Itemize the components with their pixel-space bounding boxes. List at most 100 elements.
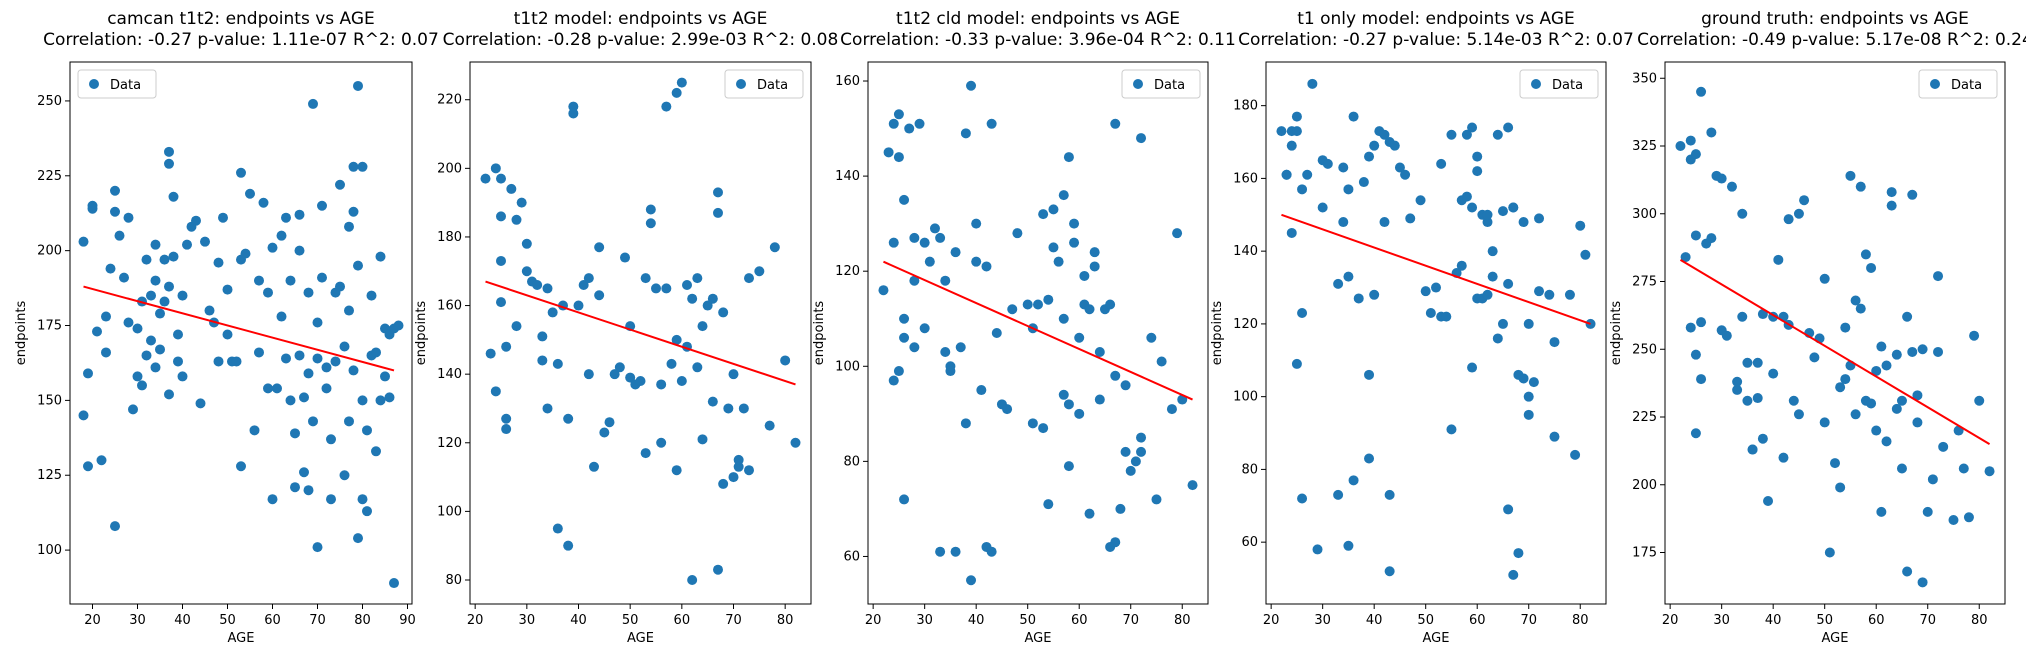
data-point [1969,330,1980,341]
data-point [1690,428,1701,439]
y-tick-label: 160 [835,74,860,89]
data-point [1012,228,1023,239]
data-point [640,448,651,459]
data-point [1358,177,1369,188]
data-point [754,266,765,277]
data-point [254,275,264,286]
data-point [177,371,188,382]
data-point [78,236,89,247]
data-points [1675,86,1995,588]
data-point [986,546,997,557]
data-point [1317,202,1328,213]
data-point [899,332,910,343]
data-point [899,194,910,205]
data-point [380,371,390,382]
x-tick-label: 50 [622,613,639,628]
legend: Data [724,69,804,99]
y-tick-label: 350 [1632,71,1657,86]
y-tick-label: 200 [37,244,62,259]
data-point [899,313,910,324]
data-point [1038,423,1049,434]
data-point [321,383,332,394]
data-point [542,283,553,294]
data-point [1074,332,1085,343]
data-point [563,540,574,551]
data-point [909,275,920,286]
y-tick-label: 100 [37,543,62,558]
data-point [357,395,368,406]
data-point [353,533,363,544]
y-tick-label: 180 [1233,99,1258,114]
data-point [950,247,961,258]
data-point [790,437,801,448]
data-point [1369,289,1380,300]
data-point [976,385,987,396]
legend: Data [1918,69,1998,99]
y-tick-label: 140 [835,169,860,184]
data-point [1503,278,1514,289]
x-tick-label: 60 [674,613,691,628]
data-point [236,167,246,178]
data-point [1063,152,1074,163]
data-point [1482,209,1493,220]
data-point [1503,504,1514,515]
data-point [132,323,143,334]
data-point [1835,482,1846,493]
data-point [1958,463,1969,474]
data-point [1281,169,1292,180]
data-point [357,161,368,172]
data-point [883,147,894,158]
data-point [308,416,318,427]
data-point [692,362,703,373]
data-point [1871,425,1882,436]
data-point [276,311,287,322]
data-point [276,230,287,241]
data-point [614,362,625,373]
data-point [1523,391,1534,402]
data-point [496,211,506,222]
y-tick-label: 125 [37,468,62,483]
data-point [110,185,120,196]
data-point [521,266,532,277]
y-tick-label: 180 [437,230,462,245]
data-point [501,341,512,352]
x-tick-label: 50 [219,613,236,628]
data-point [213,356,224,367]
data-point [904,123,915,134]
data-point [1840,322,1851,333]
data-point [150,275,161,286]
subplot-subtitle: Correlation: -0.33 p-value: 3.96e-04 R^2… [840,30,1236,50]
data-point [222,284,233,295]
data-point [1575,220,1586,231]
data-point [1840,374,1851,385]
data-point [635,376,646,387]
data-point [303,287,314,298]
data-point [1058,313,1069,324]
subplot-subtitle: Correlation: -0.28 p-value: 2.99e-03 R^2… [443,30,839,50]
data-point [955,342,966,353]
data-point [1881,360,1892,371]
data-point [1690,349,1701,360]
data-points [878,80,1198,586]
y-tick-label: 60 [1241,535,1258,550]
legend: Data [1121,69,1201,99]
data-point [101,347,111,358]
data-point [1482,289,1493,300]
data-point [1850,409,1861,420]
data-point [294,350,305,361]
data-point [1048,242,1059,253]
data-point [888,237,899,248]
data-point [168,191,179,202]
data-point [123,212,134,223]
data-point [1737,208,1748,219]
subplot-title: t1t2 cld model: endpoints vs AGE [896,9,1180,29]
y-tick-label: 150 [37,393,62,408]
data-point [141,254,152,265]
data-point [909,232,920,243]
data-point [155,344,165,355]
data-point [1364,151,1375,162]
x-tick-label: 40 [570,613,587,628]
y-tick-label: 80 [1241,462,1258,477]
plot-frame [1265,61,1607,605]
